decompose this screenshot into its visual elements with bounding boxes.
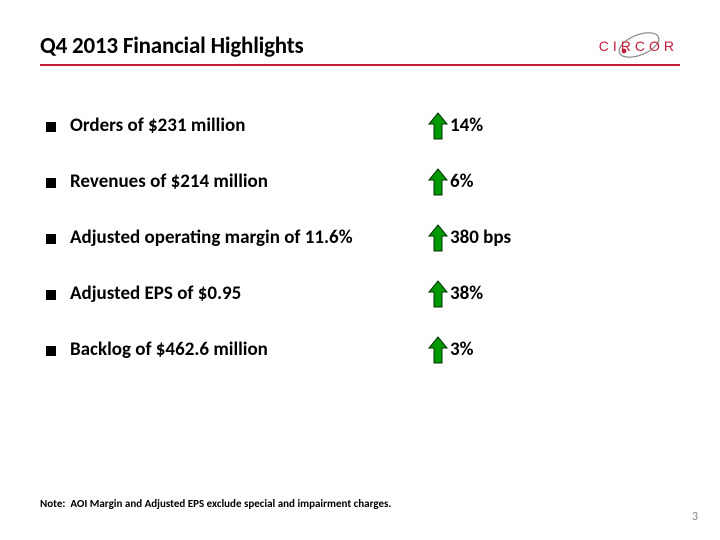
- metric-label: Adjusted operating margin of 11.6%: [70, 226, 428, 249]
- list-item: Orders of $231 million 14%: [46, 112, 680, 140]
- list-item: Adjusted EPS of $0.95 38%: [46, 280, 680, 308]
- slide-container: Q4 2013 Financial Highlights CIRCOR Orde…: [0, 0, 720, 540]
- list-item: Backlog of $462.6 million 3%: [46, 336, 680, 364]
- list-item: Adjusted operating margin of 11.6% 380 b…: [46, 224, 680, 252]
- arrow-up-icon: [428, 112, 448, 140]
- metric-label: Backlog of $462.6 million: [70, 338, 428, 361]
- metric-label: Revenues of $214 million: [70, 170, 428, 193]
- change-value: 14%: [450, 114, 483, 137]
- page-number: 3: [692, 510, 698, 524]
- logo-text: CIRCOR: [599, 38, 678, 54]
- metric-label: Adjusted EPS of $0.95: [70, 282, 428, 305]
- arrow-up-icon: [428, 224, 448, 252]
- page-title: Q4 2013 Financial Highlights: [40, 32, 303, 60]
- highlights-list: Orders of $231 million 14% Revenues of $…: [40, 112, 680, 364]
- bullet-icon: [46, 290, 56, 300]
- bullet-icon: [46, 234, 56, 244]
- metric-label: Orders of $231 million: [70, 114, 428, 137]
- change-value: 3%: [450, 338, 473, 361]
- footnote: Note: AOI Margin and Adjusted EPS exclud…: [40, 497, 391, 510]
- change-value: 38%: [450, 282, 483, 305]
- bullet-icon: [46, 122, 56, 132]
- arrow-up-icon: [428, 336, 448, 364]
- bullet-icon: [46, 346, 56, 356]
- title-underline: [40, 64, 680, 66]
- change-value: 6%: [450, 170, 473, 193]
- company-logo: CIRCOR: [570, 28, 680, 60]
- list-item: Revenues of $214 million 6%: [46, 168, 680, 196]
- header-row: Q4 2013 Financial Highlights CIRCOR: [40, 28, 680, 60]
- bullet-icon: [46, 178, 56, 188]
- arrow-up-icon: [428, 168, 448, 196]
- arrow-up-icon: [428, 280, 448, 308]
- change-value: 380 bps: [450, 226, 511, 249]
